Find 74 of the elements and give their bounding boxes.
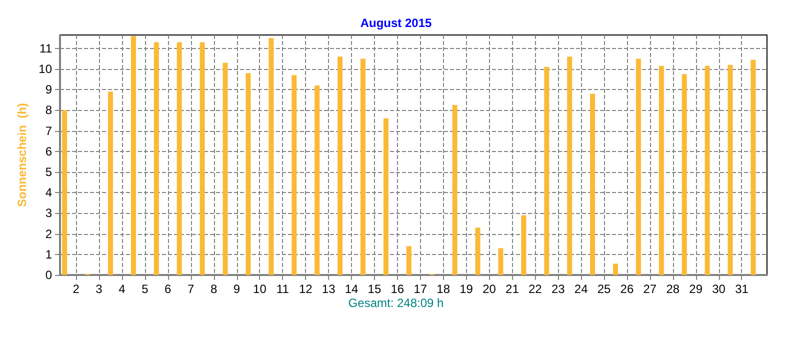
y-tick-label: 6: [45, 144, 52, 158]
x-tick-label: 16: [390, 282, 404, 296]
x-tick-label: 9: [233, 282, 240, 296]
bar: [590, 94, 596, 275]
bar: [200, 42, 205, 275]
bar: [750, 60, 756, 275]
x-tick-label: 14: [344, 282, 359, 296]
x-tick-label: 22: [528, 282, 542, 296]
x-tick-label: 21: [506, 282, 520, 296]
x-tick-label: 23: [551, 282, 566, 296]
x-tick-label: 30: [712, 282, 726, 296]
y-tick-label: 11: [40, 41, 52, 56]
bar: [108, 92, 113, 275]
x-tick-label: 20: [482, 282, 496, 296]
x-tick-label: 17: [414, 282, 428, 296]
text: Gesamt: 248:09 h: [348, 296, 444, 310]
bar: [658, 66, 664, 275]
x-tick-label: 12: [298, 282, 313, 296]
bar: [636, 58, 641, 275]
x-tick-label: 15: [368, 282, 382, 296]
y-tick-label: 7: [45, 124, 52, 138]
x-tick-label: 10: [253, 282, 267, 296]
x-tick-label: 8: [210, 282, 218, 296]
x-tick-label: 7: [187, 282, 194, 296]
bar: [544, 66, 550, 275]
bar: [338, 56, 343, 275]
x-tick-label: 27: [643, 282, 657, 296]
bar: [682, 74, 687, 275]
bar: [246, 73, 251, 275]
y-tick-label: 2: [45, 226, 52, 241]
bar: [452, 105, 458, 275]
bar: [383, 118, 388, 275]
x-tick-label: 19: [460, 282, 474, 296]
x-tick-label: 3: [96, 282, 103, 296]
bar: [62, 110, 68, 275]
x-tick-label: 29: [689, 282, 703, 296]
x-tick-label: 5: [142, 282, 149, 296]
bar: [728, 64, 733, 275]
bar: [130, 36, 136, 275]
x-tick-label: 25: [597, 282, 612, 296]
y-tick-label: 5: [45, 164, 52, 179]
y-tick-label: 8: [45, 103, 52, 118]
x-tick-label: 26: [620, 282, 634, 296]
x-tick-label: 11: [276, 282, 290, 296]
bar: [521, 215, 526, 275]
bar: [360, 58, 366, 275]
bar: [567, 56, 572, 275]
bar: [292, 75, 297, 275]
y-tick-label: 3: [45, 206, 52, 220]
bar: [176, 42, 182, 275]
y-tick-label: 1: [45, 247, 52, 262]
x-tick-label: 31: [735, 282, 749, 296]
bar: [314, 85, 320, 275]
x-tick-label: 28: [666, 282, 680, 296]
bar: [704, 66, 710, 275]
y-tick-label: 0: [45, 268, 52, 282]
y-tick-label: 4: [45, 186, 52, 200]
x-tick-label: 18: [436, 282, 450, 296]
bar: [406, 246, 412, 275]
bar: [613, 264, 618, 275]
x-tick-label: 6: [164, 282, 172, 296]
bar: [268, 38, 274, 275]
bar: [222, 62, 228, 275]
x-tick-label: 2: [72, 282, 80, 296]
bar: [475, 228, 480, 275]
chart-title: August 2015: [360, 16, 432, 30]
bar: [154, 42, 159, 275]
x-tick-label: 24: [574, 282, 588, 296]
y-tick-label: 9: [45, 82, 52, 97]
y-axis-title: Sonnenschein (h): [14, 102, 29, 208]
bar: [498, 248, 504, 275]
y-tick-label: 10: [38, 62, 52, 76]
x-tick-label: 4: [118, 282, 126, 296]
x-tick-label: 13: [322, 282, 336, 296]
